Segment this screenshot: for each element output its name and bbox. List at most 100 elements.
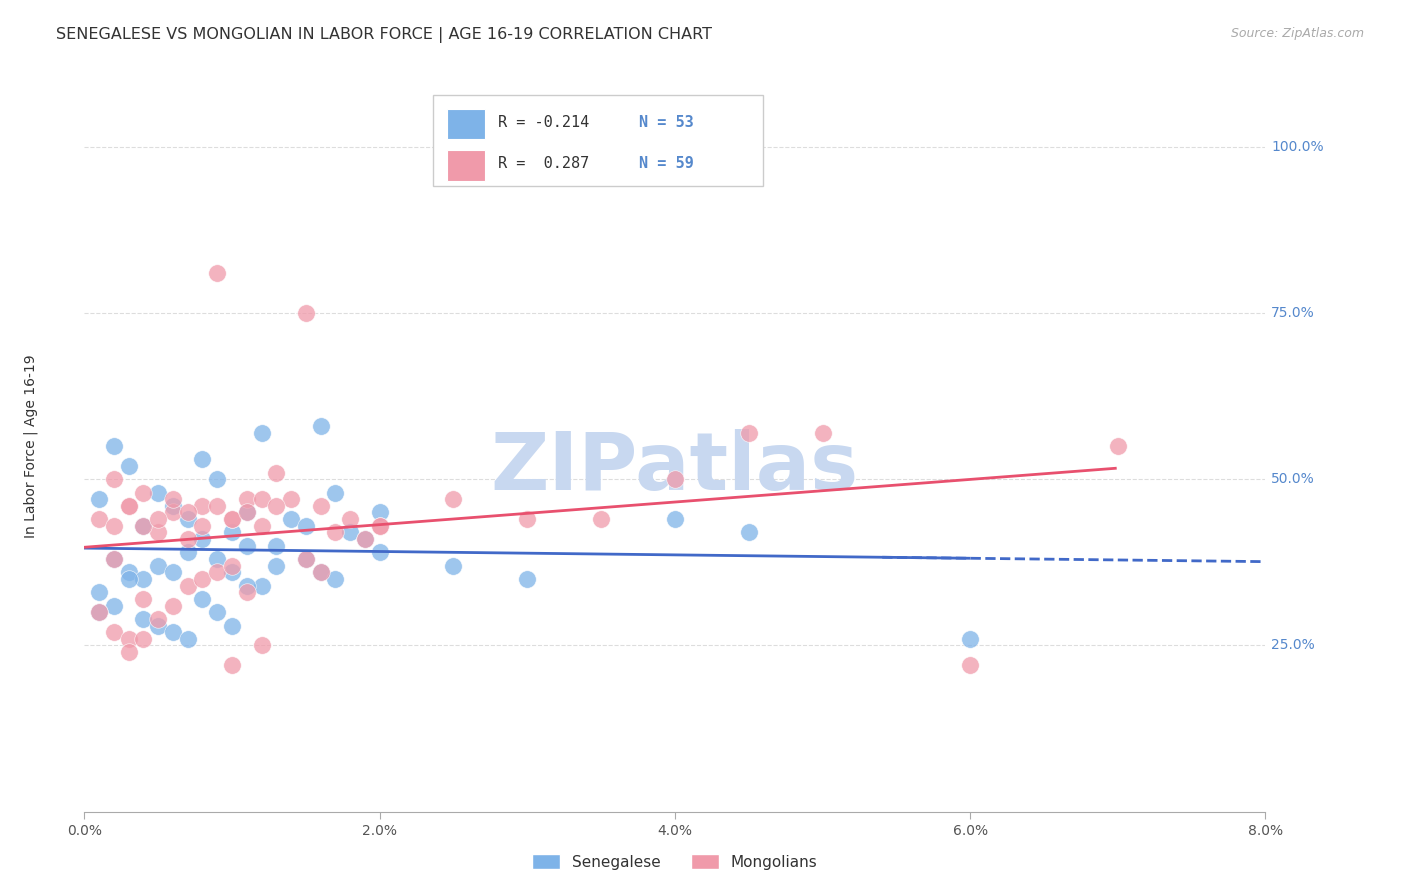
Point bbox=[118, 499, 141, 513]
Point bbox=[221, 558, 243, 573]
Point bbox=[264, 499, 288, 513]
Point bbox=[221, 525, 243, 540]
Point bbox=[323, 572, 347, 586]
Point bbox=[354, 532, 377, 546]
Point bbox=[148, 558, 170, 573]
Text: 50.0%: 50.0% bbox=[1271, 472, 1315, 486]
Point bbox=[177, 545, 200, 559]
Point bbox=[132, 485, 155, 500]
Point bbox=[264, 539, 288, 553]
Point bbox=[221, 618, 243, 632]
Point bbox=[368, 506, 391, 520]
Point bbox=[1107, 439, 1129, 453]
Point bbox=[148, 618, 170, 632]
Point bbox=[443, 558, 465, 573]
Point bbox=[664, 512, 686, 526]
Legend: Senegalese, Mongolians: Senegalese, Mongolians bbox=[524, 846, 825, 877]
Point bbox=[118, 458, 141, 473]
Point bbox=[309, 499, 332, 513]
Point bbox=[295, 306, 318, 320]
Point bbox=[205, 566, 228, 580]
Point bbox=[132, 612, 155, 626]
Text: R = -0.214: R = -0.214 bbox=[498, 115, 589, 130]
Point bbox=[103, 552, 125, 566]
Point bbox=[177, 512, 200, 526]
Point bbox=[118, 645, 141, 659]
Point bbox=[118, 572, 141, 586]
Text: 25.0%: 25.0% bbox=[1271, 639, 1315, 652]
Point bbox=[443, 492, 465, 507]
Point bbox=[177, 579, 200, 593]
Point bbox=[177, 506, 200, 520]
Point bbox=[309, 566, 332, 580]
Text: ZIPatlas: ZIPatlas bbox=[491, 429, 859, 507]
Bar bbox=[447, 109, 485, 139]
Point bbox=[250, 518, 273, 533]
Point bbox=[235, 579, 259, 593]
Point bbox=[103, 472, 125, 486]
Point bbox=[309, 419, 332, 434]
Text: Source: ZipAtlas.com: Source: ZipAtlas.com bbox=[1230, 27, 1364, 40]
Point bbox=[205, 552, 228, 566]
Point bbox=[323, 525, 347, 540]
Point bbox=[368, 545, 391, 559]
Point bbox=[191, 499, 214, 513]
Text: R =  0.287: R = 0.287 bbox=[498, 156, 589, 171]
Point bbox=[309, 566, 332, 580]
Point bbox=[87, 585, 111, 599]
Point bbox=[368, 518, 391, 533]
Point bbox=[118, 632, 141, 646]
Text: N = 53: N = 53 bbox=[640, 115, 695, 130]
Point bbox=[221, 512, 243, 526]
Point bbox=[177, 532, 200, 546]
Point bbox=[118, 499, 141, 513]
Point bbox=[191, 532, 214, 546]
Point bbox=[205, 605, 228, 619]
Point bbox=[250, 425, 273, 440]
Point bbox=[205, 499, 228, 513]
Point bbox=[354, 532, 377, 546]
Point bbox=[103, 625, 125, 640]
Point bbox=[221, 658, 243, 673]
Point bbox=[295, 518, 318, 533]
Point bbox=[235, 506, 259, 520]
Point bbox=[295, 552, 318, 566]
Point bbox=[132, 591, 155, 606]
Point bbox=[339, 512, 361, 526]
Point bbox=[205, 472, 228, 486]
Point bbox=[235, 506, 259, 520]
Text: SENEGALESE VS MONGOLIAN IN LABOR FORCE | AGE 16-19 CORRELATION CHART: SENEGALESE VS MONGOLIAN IN LABOR FORCE |… bbox=[56, 27, 713, 43]
Point bbox=[664, 472, 686, 486]
Point bbox=[250, 492, 273, 507]
Point bbox=[280, 492, 302, 507]
Point bbox=[118, 566, 141, 580]
Point bbox=[162, 566, 184, 580]
Point bbox=[103, 439, 125, 453]
Point bbox=[959, 632, 981, 646]
Point bbox=[295, 552, 318, 566]
Point bbox=[280, 512, 302, 526]
Point bbox=[737, 425, 759, 440]
Point bbox=[221, 566, 243, 580]
Point bbox=[132, 518, 155, 533]
Point bbox=[191, 452, 214, 467]
Point bbox=[103, 599, 125, 613]
Text: N = 59: N = 59 bbox=[640, 156, 695, 171]
Point bbox=[148, 485, 170, 500]
Point bbox=[87, 605, 111, 619]
Point bbox=[235, 539, 259, 553]
Text: 75.0%: 75.0% bbox=[1271, 306, 1315, 320]
Point bbox=[811, 425, 834, 440]
Text: 100.0%: 100.0% bbox=[1271, 140, 1324, 153]
Point bbox=[191, 591, 214, 606]
Text: In Labor Force | Age 16-19: In Labor Force | Age 16-19 bbox=[24, 354, 38, 538]
Point bbox=[87, 492, 111, 507]
Point bbox=[191, 572, 214, 586]
Point bbox=[162, 492, 184, 507]
Point bbox=[132, 632, 155, 646]
Point bbox=[591, 512, 613, 526]
Point bbox=[235, 585, 259, 599]
Point bbox=[162, 599, 184, 613]
Point bbox=[516, 572, 538, 586]
Point bbox=[177, 632, 200, 646]
